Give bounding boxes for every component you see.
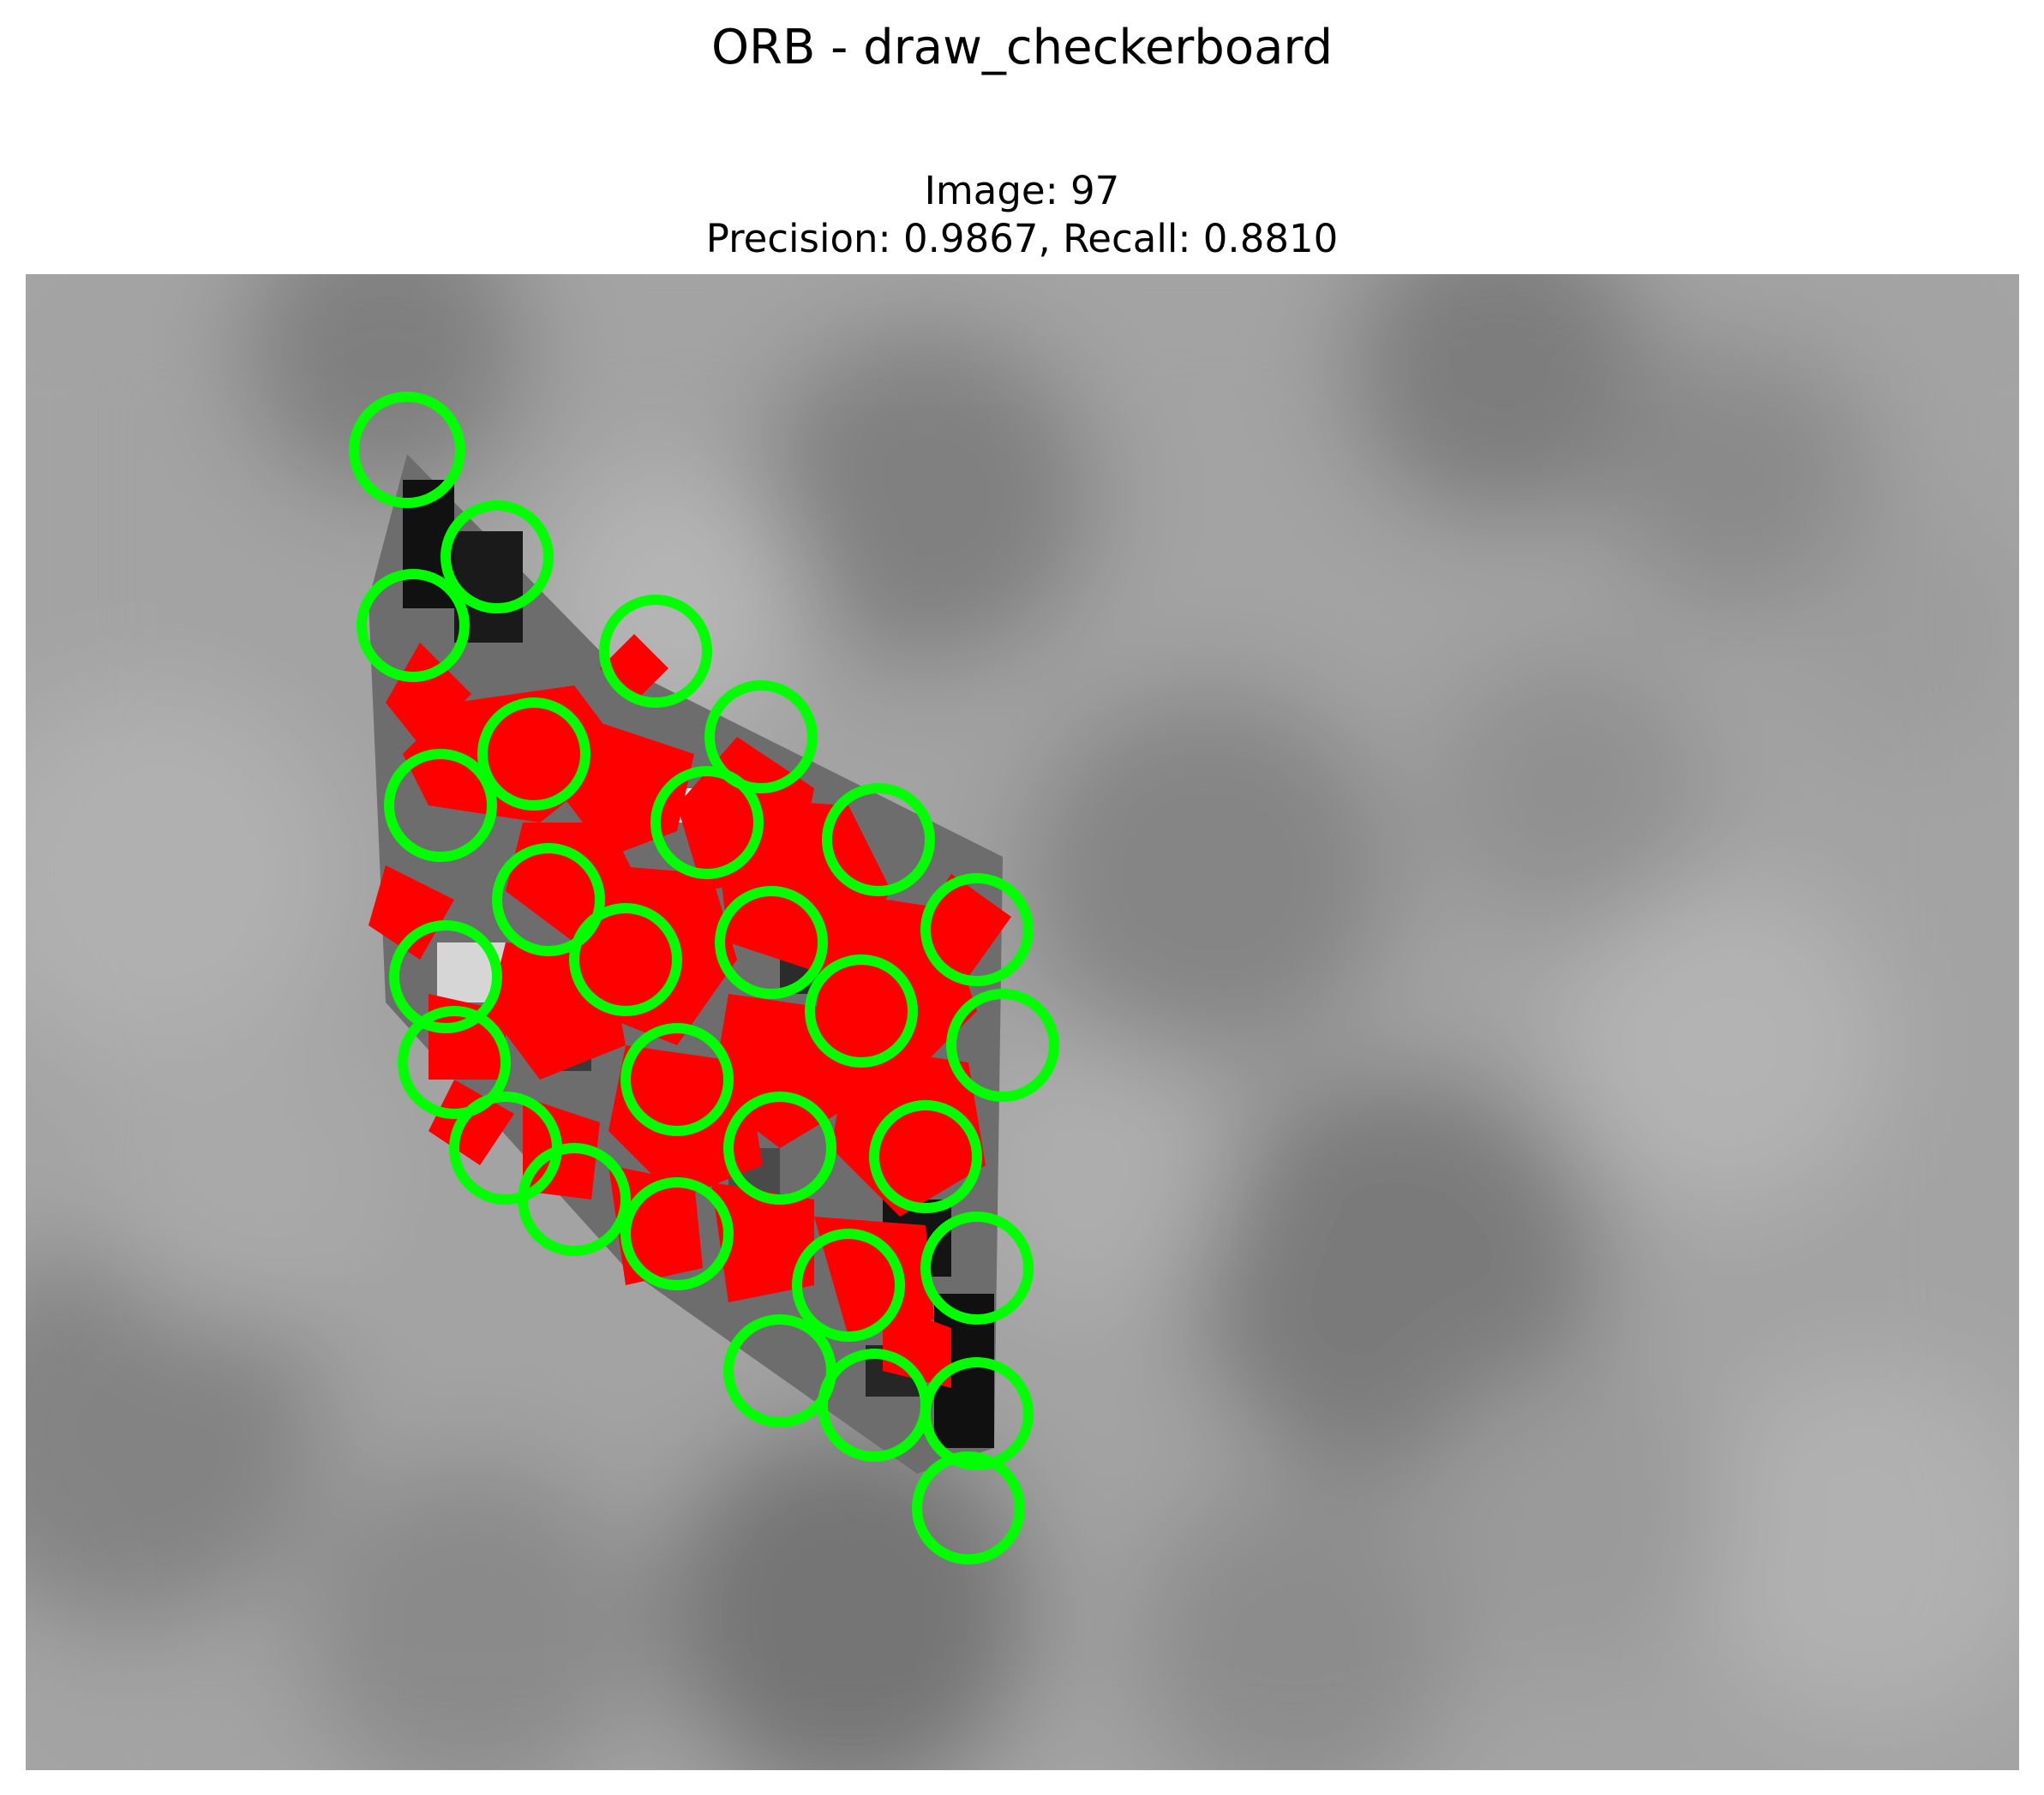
- image-panel: [26, 274, 2019, 1770]
- panel-title-metrics: Precision: 0.9867, Recall: 0.8810: [705, 216, 1339, 261]
- detected-keypoints: [349, 392, 1059, 1565]
- panel-title-image-id: Image: 97: [924, 168, 1120, 213]
- background-noise: [26, 274, 2019, 1770]
- figure-title: ORB - draw_checkerboard: [710, 20, 1334, 75]
- keypoint-overlay-image: [26, 274, 2019, 1770]
